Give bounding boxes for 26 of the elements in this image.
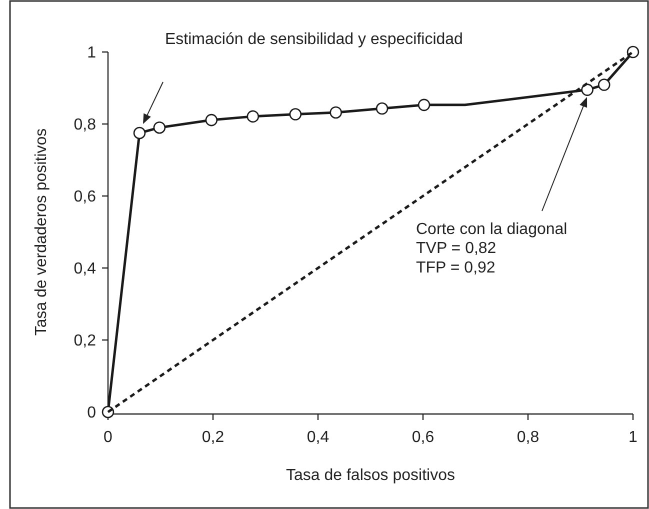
point — [133, 126, 146, 140]
y-tick-label: 0,2 — [74, 332, 96, 350]
y-tick-label: 1 — [87, 44, 96, 62]
x-tick-label: 0,2 — [202, 429, 224, 446]
y-tick-label: 0,4 — [74, 260, 96, 278]
point — [418, 98, 430, 112]
annotation: Corte con la diagonal TVP = 0,82 TFP = 0,92 — [416, 221, 568, 276]
x-tick-label: 0,8 — [516, 429, 540, 446]
y-tick-label: 0,6 — [74, 188, 96, 206]
y-axis-title: Tasa de verdaderos positivos — [33, 128, 50, 336]
y-tick-label: 0 — [87, 404, 96, 422]
x-tick-label: 0,4 — [306, 429, 330, 446]
x-tick-label: 1 — [628, 429, 638, 446]
x-tick-label: 0 — [104, 429, 113, 446]
y-tick-label: 0,8 — [74, 116, 96, 134]
x-tick-label: 0,6 — [412, 429, 434, 446]
point — [153, 121, 166, 134]
point — [205, 114, 218, 126]
point — [246, 110, 260, 123]
x-axis-title: Tasa de falsos positivos — [286, 467, 455, 484]
point — [289, 108, 302, 120]
text: Estimación de sensibilidad y especificidad — [165, 31, 463, 48]
point — [376, 102, 388, 115]
point — [330, 106, 342, 119]
point — [581, 84, 594, 96]
point — [598, 78, 610, 91]
